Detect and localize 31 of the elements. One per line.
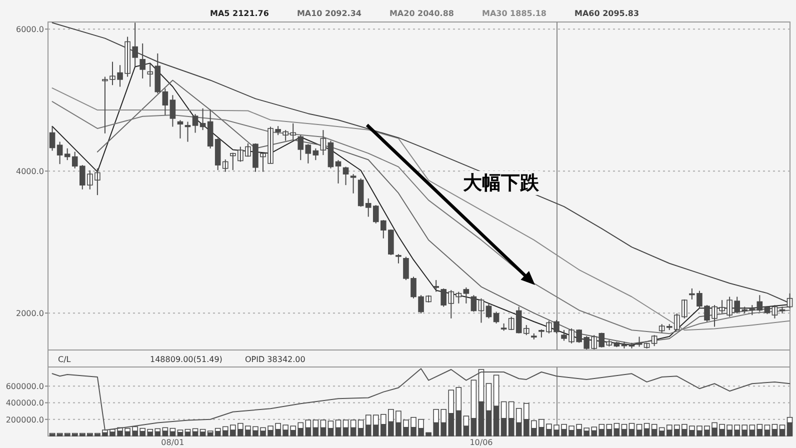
y-tick-label: 4000.0: [16, 167, 44, 176]
line-series: [52, 368, 790, 431]
text: MA10 2092.34: [296, 9, 362, 18]
x-tick-label: 08/01: [161, 438, 184, 447]
candlestick: [500, 322, 507, 332]
candlestick: [350, 174, 356, 194]
candlestick: [433, 280, 439, 292]
text: MA60 2095.83: [574, 9, 640, 18]
text: C/L: [58, 355, 72, 364]
text: MA20 2040.88: [389, 9, 454, 18]
bar: [184, 428, 191, 432]
text: MA30 1885.18: [482, 9, 547, 18]
y-tick-label: 600000.0: [6, 382, 44, 392]
text: MA5 2121.76: [210, 9, 270, 18]
bar: [192, 428, 198, 432]
bar: [200, 428, 206, 432]
y-tick-label: 6000.0: [16, 25, 44, 34]
y-tick-label: 400000.0: [6, 398, 44, 408]
text: OPID 38342.00: [245, 355, 306, 364]
bar: [170, 428, 176, 432]
candlestick: [628, 342, 635, 349]
annotation: 大幅下跌: [463, 172, 540, 194]
bar: [779, 428, 786, 436]
candlestick: [396, 254, 402, 264]
y-tick-label: 200000.0: [6, 415, 44, 424]
bar: [177, 430, 184, 433]
candlestick: [636, 336, 642, 348]
x-tick-label: 10/06: [470, 438, 493, 447]
candlestick: [531, 332, 537, 340]
text: 148809.00(51.49): [150, 355, 222, 364]
y-tick-label: 2000.0: [16, 309, 44, 318]
